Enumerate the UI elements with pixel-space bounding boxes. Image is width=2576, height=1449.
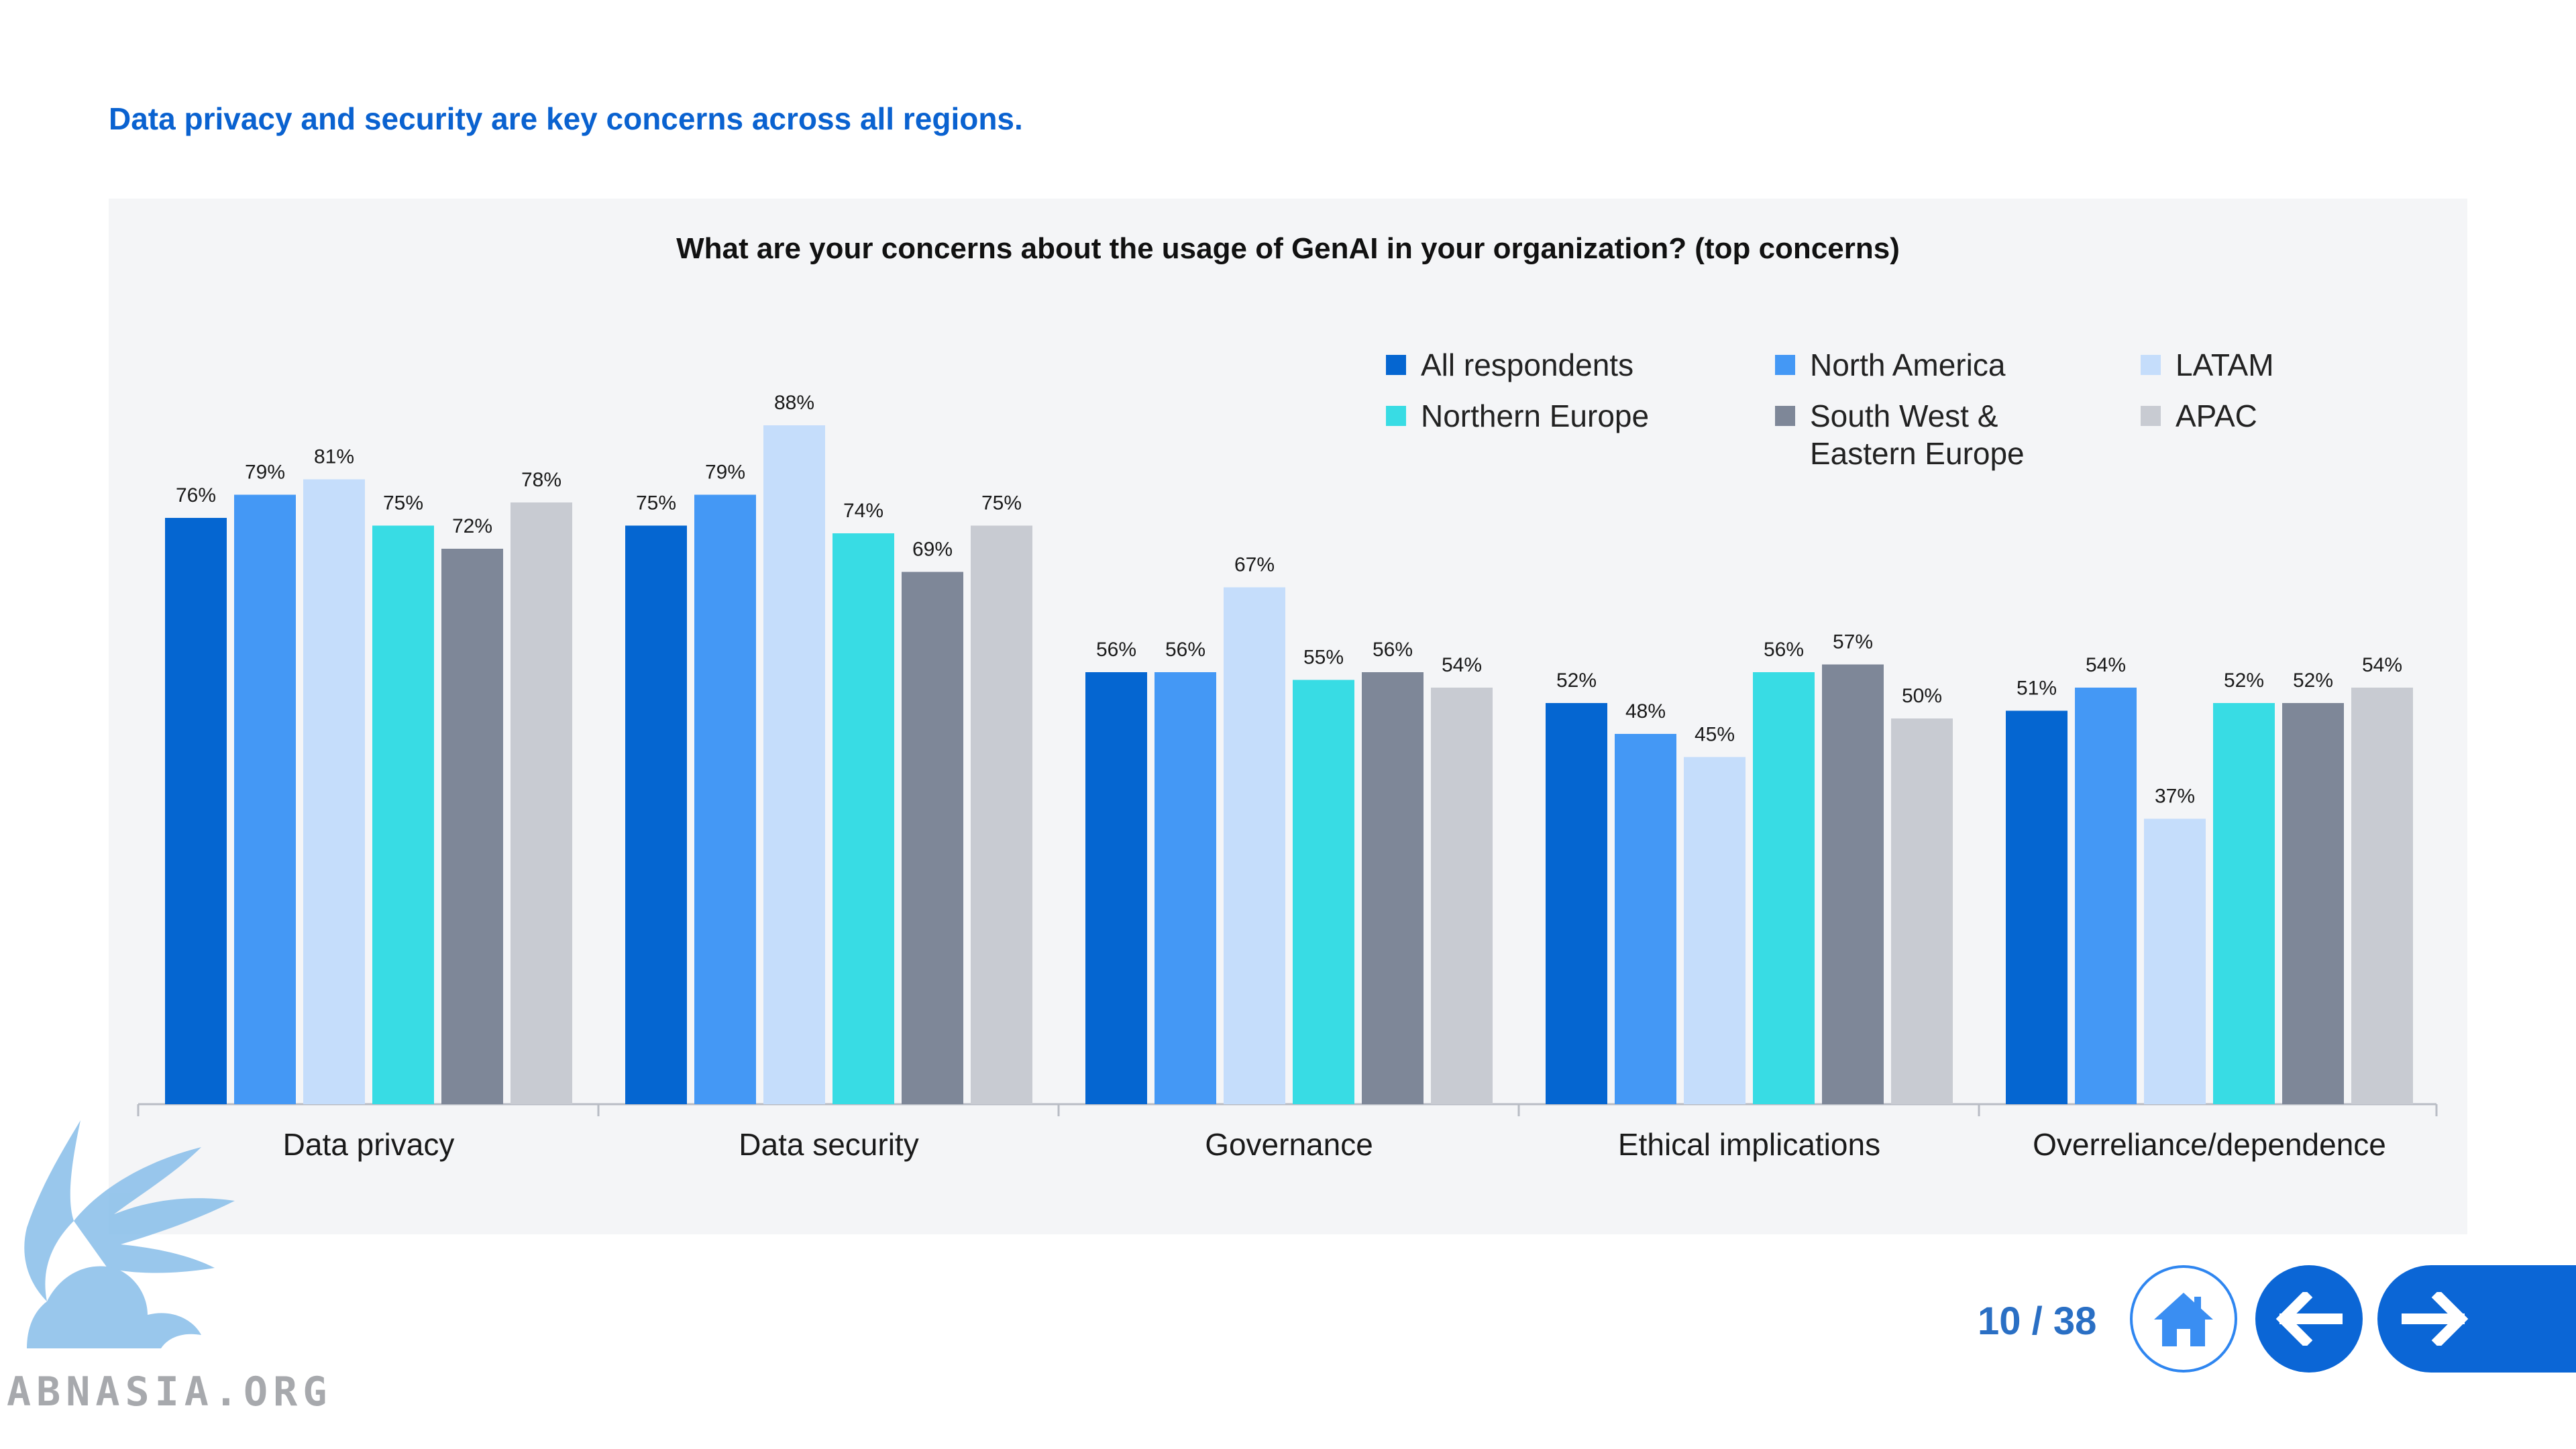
bar	[902, 572, 963, 1104]
data-label: 75%	[636, 492, 676, 515]
bar	[1224, 587, 1285, 1104]
legend-label: All respondents	[1421, 347, 1634, 382]
legend-swatch	[2141, 355, 2161, 375]
legend-label: North America	[1810, 347, 2006, 382]
data-label: 72%	[452, 515, 492, 537]
data-label: 54%	[1442, 654, 1482, 676]
data-label: 81%	[314, 446, 354, 468]
bar	[234, 494, 296, 1104]
bar	[1362, 672, 1424, 1104]
bar	[2075, 688, 2137, 1104]
bar	[2213, 703, 2275, 1104]
arrow-left-icon	[2275, 1292, 2343, 1346]
bar	[1085, 672, 1147, 1104]
legend-item: LATAM	[2141, 346, 2406, 384]
bar	[372, 525, 434, 1104]
legend-item: Northern Europe	[1386, 397, 1775, 472]
data-label: 56%	[1764, 639, 1804, 661]
bar	[1684, 757, 1746, 1104]
legend-swatch	[1775, 406, 1795, 426]
bar	[694, 494, 756, 1104]
bar	[1155, 672, 1216, 1104]
data-label: 74%	[843, 500, 883, 522]
legend-label: Northern Europe	[1421, 398, 1650, 433]
bar	[441, 549, 503, 1104]
chart-panel: What are your concerns about the usage o…	[109, 199, 2467, 1234]
data-label: 50%	[1902, 685, 1942, 707]
data-label: 67%	[1234, 554, 1275, 576]
bar	[833, 533, 894, 1104]
data-label: 48%	[1625, 700, 1666, 722]
page-indicator: 10 / 38	[1978, 1299, 2097, 1343]
data-label: 51%	[2017, 678, 2057, 700]
data-label: 75%	[981, 492, 1022, 515]
bar	[1891, 718, 1953, 1104]
data-label: 76%	[176, 484, 216, 506]
bar	[2282, 703, 2344, 1104]
home-icon	[2154, 1293, 2213, 1346]
previous-page-button[interactable]	[2255, 1265, 2363, 1373]
bar	[2006, 710, 2068, 1104]
data-label: 75%	[383, 492, 423, 515]
arrow-right-icon	[2402, 1292, 2469, 1346]
bar	[1546, 703, 1607, 1104]
bar	[2144, 818, 2206, 1104]
page-headline: Data privacy and security are key concer…	[109, 101, 1023, 136]
category-label: Overreliance/dependence	[2033, 1127, 2386, 1162]
chart-legend: All respondents North America LATAM Norther…	[1386, 346, 2406, 472]
chart-title: What are your concerns about the usage o…	[676, 232, 1900, 265]
data-label: 88%	[774, 392, 814, 414]
data-label: 56%	[1373, 639, 1413, 661]
bar	[971, 525, 1032, 1104]
home-button[interactable]	[2130, 1265, 2237, 1373]
bar	[1822, 664, 1884, 1104]
bar	[511, 502, 572, 1104]
data-label: 78%	[521, 469, 561, 491]
bar	[303, 479, 365, 1104]
data-label: 52%	[2224, 669, 2264, 692]
bar	[1293, 680, 1354, 1104]
next-page-button[interactable]	[2377, 1265, 2576, 1373]
data-label: 45%	[1695, 724, 1735, 746]
data-label: 55%	[1303, 647, 1344, 669]
watermark-text: ABNASIA.ORG	[7, 1368, 333, 1415]
griffin-logo-icon	[24, 1120, 235, 1348]
data-label: 54%	[2086, 654, 2126, 676]
legend-label: APAC	[2176, 398, 2257, 433]
data-label: 56%	[1096, 639, 1136, 661]
category-label: Data security	[739, 1127, 918, 1162]
legend-item: South West & Eastern Europe	[1775, 397, 2141, 472]
bar	[1431, 688, 1493, 1104]
category-label: Data privacy	[283, 1127, 455, 1162]
data-label: 56%	[1165, 639, 1205, 661]
bar	[2351, 688, 2413, 1104]
bar-chart: 76% 79% 81% 75% 72% 78% Data privacy 75% 79% 88% 7…	[137, 392, 2438, 1162]
data-label: 52%	[2293, 669, 2333, 692]
data-label: 79%	[705, 462, 745, 484]
data-label: 57%	[1833, 631, 1873, 653]
legend-swatch	[1386, 406, 1406, 426]
data-label: 37%	[2155, 786, 2195, 808]
legend-swatch	[1775, 355, 1795, 375]
legend-swatch	[2141, 406, 2161, 426]
bar	[625, 525, 687, 1104]
category-label: Ethical implications	[1618, 1127, 1880, 1162]
bar	[1615, 734, 1676, 1104]
bar	[763, 425, 825, 1104]
data-label: 69%	[912, 539, 953, 561]
legend-label: LATAM	[2176, 347, 2274, 382]
legend-item: All respondents	[1386, 346, 1775, 384]
bar	[165, 518, 227, 1104]
legend-swatch	[1386, 355, 1406, 375]
bar	[1753, 672, 1815, 1104]
data-label: 52%	[1556, 669, 1597, 692]
data-label: 54%	[2362, 654, 2402, 676]
legend-item: North America	[1775, 346, 2141, 384]
data-label: 79%	[245, 462, 285, 484]
legend-label: South West & Eastern Europe	[1810, 398, 2025, 471]
legend-item: APAC	[2141, 397, 2406, 472]
category-label: Governance	[1205, 1127, 1373, 1162]
